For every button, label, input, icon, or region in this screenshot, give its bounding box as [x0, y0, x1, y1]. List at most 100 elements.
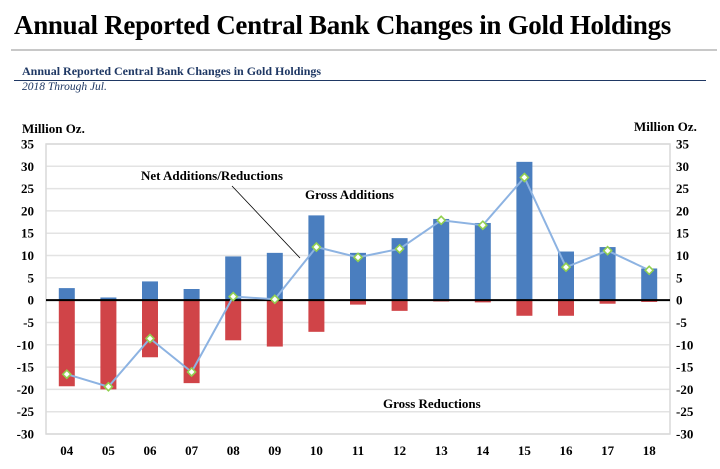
- bar-gross-additions: [433, 218, 450, 301]
- y-tick-label-left: 25: [21, 181, 35, 196]
- y-tick-label-right: 20: [676, 203, 689, 218]
- marker-net-additions: [352, 252, 364, 263]
- title-divider: [11, 49, 717, 51]
- y-tick-label-right: -15: [676, 360, 694, 375]
- marker-net-additions: [144, 333, 156, 344]
- bar-gross-reductions: [558, 300, 574, 316]
- y-axis-label-left: Million Oz.: [22, 121, 85, 136]
- y-tick-label-left: 30: [21, 159, 34, 174]
- bar-gross-reductions: [350, 300, 366, 305]
- net-line-group: [61, 172, 655, 392]
- x-tick-label: 09: [268, 443, 282, 458]
- y-tick-label-left: -25: [17, 404, 35, 419]
- bar-gross-additions: [350, 252, 366, 301]
- marker-net-additions: [602, 245, 613, 256]
- bar-gross-additions: [474, 222, 491, 301]
- y-tick-label-right: -5: [676, 315, 687, 330]
- y-tick-label-left: 0: [28, 293, 35, 308]
- bars: [58, 161, 658, 390]
- marker-net-additions: [228, 291, 239, 302]
- bar-gross-additions: [100, 297, 117, 301]
- x-tick-label: 11: [352, 443, 364, 458]
- y-axis-left: 35 30 25 20 15 10 5 0 -5 -10 -15 -20 -25 -30: [17, 137, 35, 442]
- x-tick-label: 10: [310, 443, 323, 458]
- y-axis-label-right: Million Oz.: [634, 119, 697, 134]
- bar-gross-additions: [641, 268, 658, 301]
- x-tick-label: 08: [227, 443, 241, 458]
- x-axis: 04 05 06 07 08 09 10 11 12 13 14 15 16 17 18: [60, 443, 656, 458]
- y-tick-label-right: 15: [676, 226, 690, 241]
- y-tick-label-left: 5: [28, 270, 35, 285]
- x-tick-label: 16: [560, 443, 574, 458]
- bar-gross-reductions: [142, 300, 158, 358]
- marker-net-additions: [436, 215, 447, 226]
- bar-gross-reductions: [599, 300, 616, 304]
- y-tick-label-right: 30: [676, 159, 689, 174]
- x-tick-label: 17: [601, 443, 615, 458]
- bar-gross-additions: [183, 289, 200, 301]
- y-tick-label-left: 20: [21, 203, 34, 218]
- y-tick-label-right: 5: [676, 270, 683, 285]
- y-tick-label-right: 25: [676, 181, 690, 196]
- y-tick-label-left: 10: [21, 248, 34, 263]
- plot-frame: [45, 143, 671, 435]
- y-tick-label-left: -15: [17, 360, 35, 375]
- bar-gross-reductions: [516, 300, 533, 316]
- y-tick-label-left: 15: [21, 226, 35, 241]
- bar-gross-additions: [266, 252, 283, 301]
- annotation-net-pointer: [231, 185, 301, 259]
- y-tick-label-left: -5: [23, 315, 34, 330]
- bar-gross-reductions: [391, 300, 408, 311]
- x-tick-label: 18: [643, 443, 657, 458]
- bar-gross-additions: [558, 251, 574, 301]
- chart-subtitle: 2018 Through Jul.: [22, 81, 107, 93]
- bar-gross-additions: [516, 161, 533, 301]
- y-tick-label-left: -10: [17, 337, 34, 352]
- y-tick-label-left: -30: [17, 427, 34, 442]
- x-tick-label: 07: [185, 443, 199, 458]
- bar-gross-reductions: [58, 300, 75, 387]
- x-tick-label: 15: [518, 443, 532, 458]
- marker-net-additions: [103, 381, 114, 392]
- annotation-net: Net Additions/Reductions: [141, 168, 283, 183]
- y-tick-label-right: -25: [676, 404, 694, 419]
- bar-gross-additions: [599, 247, 616, 301]
- marker-net-additions: [186, 366, 197, 378]
- bar-gross-additions: [225, 256, 242, 301]
- y-tick-label-right: -10: [676, 337, 693, 352]
- chart-title: Annual Reported Central Bank Changes in …: [22, 64, 322, 78]
- marker-net-additions: [269, 294, 280, 305]
- annotation-gross-reductions: Gross Reductions: [383, 396, 481, 411]
- y-tick-label-right: 10: [676, 248, 689, 263]
- y-tick-label-right: 35: [676, 137, 690, 152]
- bar-gross-additions: [142, 281, 158, 301]
- marker-net-additions: [311, 241, 322, 253]
- x-tick-label: 06: [144, 443, 158, 458]
- marker-net-additions: [644, 265, 655, 276]
- chart-title-divider: [14, 80, 706, 81]
- x-tick-label: 04: [60, 443, 74, 458]
- x-tick-label: 12: [393, 443, 406, 458]
- annotation-gross-additions: Gross Additions: [305, 187, 394, 202]
- bar-gross-reductions: [266, 300, 283, 347]
- bar-gross-additions: [58, 288, 75, 301]
- main-title: Annual Reported Central Bank Changes in …: [14, 10, 671, 40]
- bar-gross-reductions: [225, 300, 242, 341]
- bar-gross-reductions: [308, 300, 325, 332]
- marker-net-additions: [519, 172, 530, 183]
- marker-net-additions: [394, 243, 405, 254]
- marker-net-additions: [477, 220, 488, 231]
- x-tick-label: 13: [435, 443, 449, 458]
- marker-net-additions: [560, 262, 572, 273]
- y-tick-label-right: 0: [676, 293, 683, 308]
- bar-gross-reductions: [474, 300, 491, 303]
- y-axis-right: 35 30 25 20 15 10 5 0 -5 -10 -15 -20 -25 -30: [676, 137, 694, 442]
- y-tick-label-right: -30: [676, 427, 693, 442]
- marker-net-additions: [61, 369, 72, 380]
- bar-gross-reductions: [183, 300, 200, 384]
- x-tick-label: 05: [102, 443, 116, 458]
- y-tick-label-left: 35: [21, 137, 35, 152]
- bar-gross-additions: [391, 238, 408, 301]
- bar-gross-reductions: [100, 300, 117, 390]
